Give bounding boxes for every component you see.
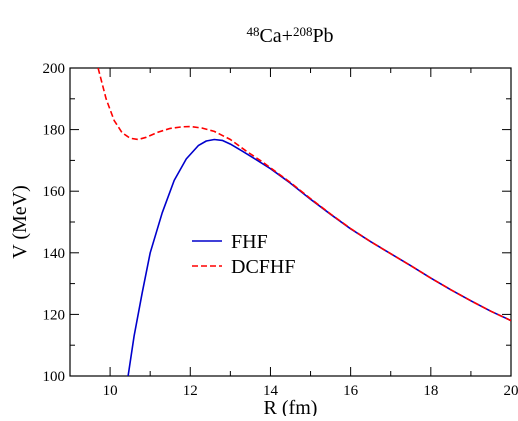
x-tick-label: 16: [343, 383, 359, 399]
y-tick-label: 140: [43, 246, 66, 262]
x-tick-label: 10: [103, 383, 118, 399]
x-tick-label: 20: [504, 383, 518, 399]
title-element: Pb: [312, 25, 333, 47]
x-axis-title: R (fm): [264, 397, 318, 416]
y-tick-label: 160: [43, 184, 66, 200]
chart-title: 48Ca+208Pb: [246, 24, 333, 47]
y-tick-label: 120: [43, 307, 66, 323]
x-tick-label: 12: [183, 383, 198, 399]
y-tick-label: 100: [43, 369, 66, 385]
series-line-fhf: [128, 140, 511, 377]
y-tick-label: 200: [43, 61, 66, 77]
plot-frame: [70, 68, 511, 376]
legend-label-dcfhf: DCFHF: [231, 256, 295, 278]
title-mass-number: 208: [293, 24, 313, 39]
title-mass-number: 48: [246, 24, 259, 39]
y-axis-title: V (MeV): [9, 185, 31, 259]
y-tick-label: 180: [43, 123, 66, 139]
x-tick-label: 18: [423, 383, 438, 399]
title-element: Ca+: [259, 25, 293, 47]
legend-label-fhf: FHF: [231, 231, 268, 253]
